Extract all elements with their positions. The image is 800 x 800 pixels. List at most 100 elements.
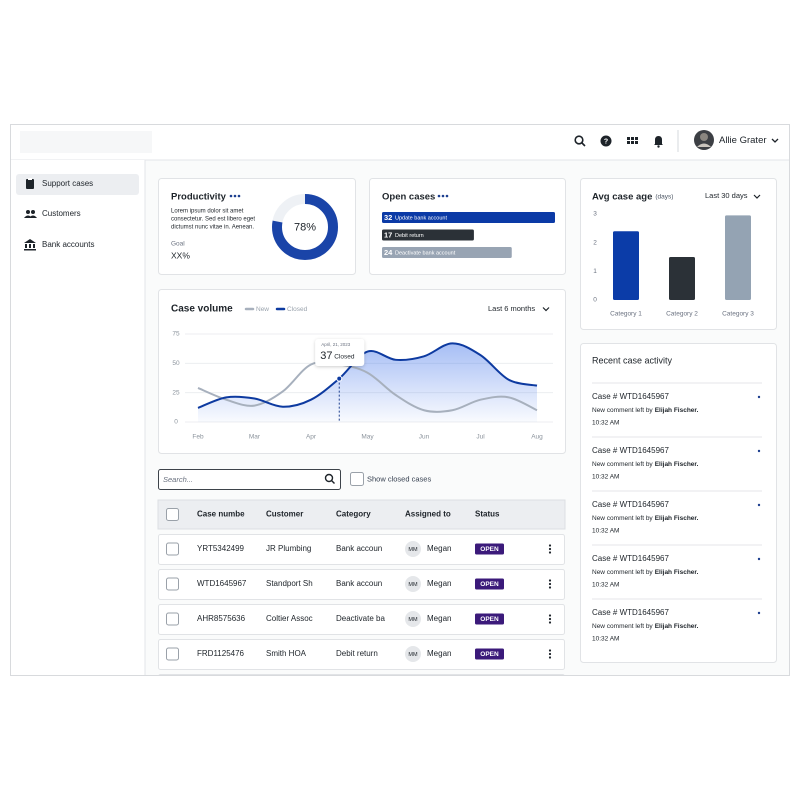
open-case-bar[interactable] [382,229,474,241]
checkbox[interactable] [166,577,179,591]
open-case-label: Update bank account [395,215,447,221]
avatar[interactable] [694,130,714,150]
customer: Smith HOA [266,649,307,658]
more-icon[interactable] [445,194,449,198]
open-case-bar[interactable] [382,247,512,258]
x-tick-label: Jul [476,434,485,441]
row-menu[interactable] [548,617,552,621]
row-menu[interactable] [548,649,552,652]
column-header: Assigned to [405,510,451,519]
period-select[interactable]: Last 30 days [705,191,748,200]
activity-case[interactable]: Case # WTD1645967 [592,392,669,401]
row-menu[interactable] [548,586,552,589]
line-series [197,361,538,413]
unread-dot [757,557,761,561]
assignee-initials: MM [408,547,418,553]
row-menu[interactable] [548,652,552,656]
status: OPEN [480,546,499,553]
card-title: Avg case age [592,192,652,203]
row-menu[interactable] [548,614,552,617]
y-tick-label: 0 [593,297,597,304]
notifications-icon[interactable] [654,136,663,148]
card-title: Recent case activity [592,355,673,365]
unread-dot [757,503,761,507]
comment-text: New comment left by [592,623,653,630]
checkbox-label[interactable]: Show closed cases [367,474,431,483]
y-tick-label: 2 [593,239,597,246]
checkbox[interactable] [166,542,179,556]
apps-icon[interactable] [627,137,638,144]
assignee-avatar [405,611,421,627]
activity-comment: New comment left by Elijah Fischer. [592,407,699,414]
dropdown-chevron[interactable] [542,307,550,312]
checkbox[interactable] [166,508,179,521]
card-description: dictumst nunc vitae in. Aenean. [171,225,254,231]
table-row[interactable] [158,639,565,670]
checkbox[interactable] [166,647,179,661]
nav-item[interactable]: Bank accounts [42,240,94,249]
activity-time: 10:32 AM [592,474,619,481]
category: Debit return [336,649,378,658]
more-icon[interactable] [437,194,441,198]
search-icon[interactable] [324,473,334,483]
dropdown-chevron[interactable] [753,194,761,199]
table-header [157,499,566,530]
column-header: Status [475,510,500,519]
open-case-bar[interactable] [382,212,555,223]
search-icon[interactable] [574,135,586,147]
period-select[interactable]: Last 6 months [488,304,535,313]
row-menu[interactable] [548,579,552,582]
nav-item[interactable]: Customers [42,209,81,218]
more-icon[interactable] [237,194,241,198]
open-case-count: 17 [384,230,392,239]
nav-item[interactable]: Support cases [42,179,93,188]
x-tick-label: Category 3 [722,311,754,318]
comment-text: New comment left by [592,569,653,576]
row-menu[interactable] [548,551,552,554]
search-icon[interactable] [331,480,335,484]
search-input[interactable] [158,469,341,490]
donut-value [272,194,338,260]
activity-case[interactable]: Case # WTD1645967 [592,608,669,617]
x-tick-label: May [361,434,374,441]
table-row[interactable] [158,569,565,600]
checkbox[interactable] [166,612,179,626]
row-menu[interactable] [548,656,552,659]
assignee-initials: MM [408,617,418,623]
assignee-name: Megan [427,614,451,623]
nav-icon [24,215,37,218]
search-placeholder[interactable]: Search... [163,475,193,484]
open-case-label: Deactivate bank account [395,250,456,256]
table-row[interactable] [158,534,565,565]
activity-case[interactable]: Case # WTD1645967 [592,554,669,563]
assignee-avatar [405,541,421,557]
checkbox[interactable] [350,472,364,486]
open-case-count: 32 [384,213,392,222]
user-menu-chevron[interactable] [771,138,779,143]
unread-dot [757,611,761,615]
line-series [197,342,538,409]
row-menu[interactable] [548,621,552,624]
activity-case[interactable]: Case # WTD1645967 [592,500,669,509]
assignee-name: Megan [427,579,451,588]
y-tick-label: 0 [174,419,178,426]
tooltip [315,339,365,366]
activity-case[interactable]: Case # WTD1645967 [592,446,669,455]
unread-dot [757,449,761,453]
table-row[interactable] [158,604,565,635]
row-menu[interactable] [548,544,552,547]
status-badge [475,648,504,660]
user-name[interactable]: Allie Grater [719,135,767,146]
row-menu[interactable] [548,582,552,586]
more-icon[interactable] [229,194,233,198]
help-icon[interactable]: ? [600,135,612,147]
row-menu[interactable] [548,547,552,551]
nav-icon [28,178,32,180]
case-number: AHR8575636 [197,614,246,623]
more-icon[interactable] [441,194,445,198]
status: OPEN [480,581,499,588]
more-icon[interactable] [233,194,237,198]
comment-author: Elijah Fischer. [655,515,699,522]
